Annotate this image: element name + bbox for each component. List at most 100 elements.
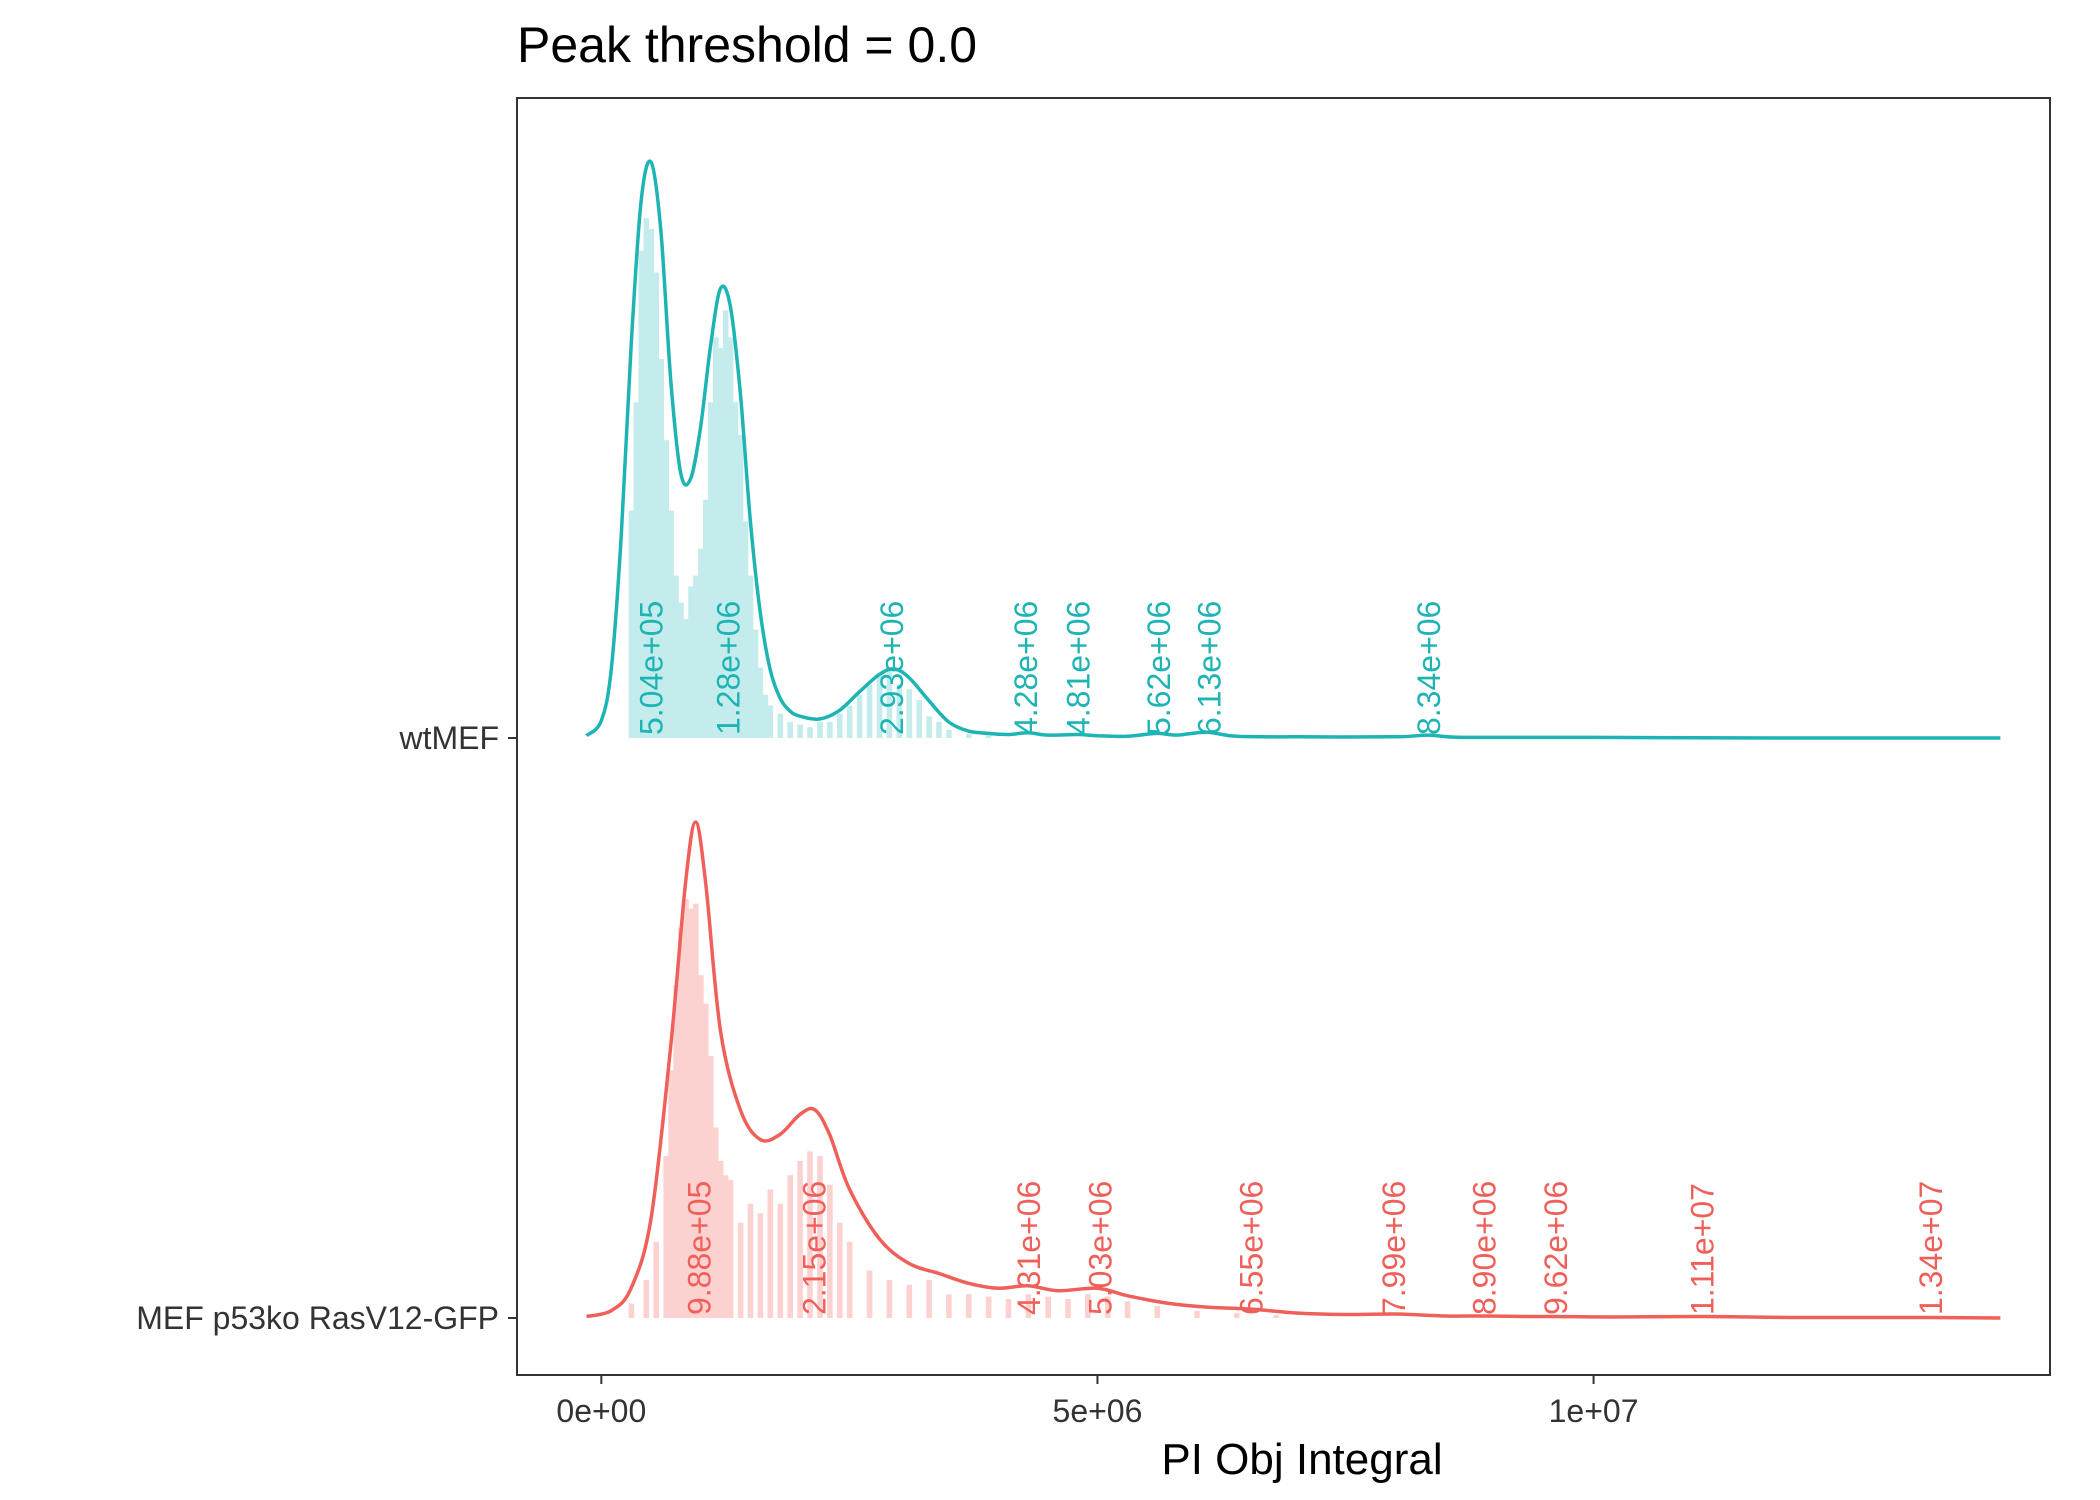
histogram-bar-mef-p53ko-rasv12-gfp bbox=[946, 1294, 952, 1318]
peak-label-mef-p53ko-rasv12-gfp: 9.62e+06 bbox=[1538, 1181, 1574, 1315]
peak-label-wtmef: 8.34e+06 bbox=[1411, 601, 1447, 735]
peak-label-mef-p53ko-rasv12-gfp: 1.34e+07 bbox=[1913, 1181, 1949, 1315]
histogram-bar-mef-p53ko-rasv12-gfp bbox=[1273, 1315, 1280, 1318]
histogram-bar-mef-p53ko-rasv12-gfp bbox=[966, 1294, 972, 1318]
histogram-bar-mef-p53ko-rasv12-gfp bbox=[653, 1241, 659, 1318]
histogram-bar-wtmef bbox=[896, 683, 903, 738]
peak-label-mef-p53ko-rasv12-gfp: 6.55e+06 bbox=[1233, 1181, 1269, 1315]
histogram-bar-mef-p53ko-rasv12-gfp bbox=[678, 927, 684, 1318]
y-tick-label: MEF p53ko RasV12-GFP bbox=[136, 1300, 499, 1336]
chart-title: Peak threshold = 0.0 bbox=[517, 17, 977, 73]
histogram-bar-wtmef bbox=[633, 402, 640, 738]
histogram-bar-mef-p53ko-rasv12-gfp bbox=[722, 1175, 729, 1318]
histogram-bar-mef-p53ko-rasv12-gfp bbox=[673, 984, 679, 1318]
peak-label-mef-p53ko-rasv12-gfp: 1.11e+07 bbox=[1685, 1183, 1721, 1315]
histogram-bar-mef-p53ko-rasv12-gfp bbox=[643, 1279, 650, 1318]
peak-label-wtmef: 6.13e+06 bbox=[1192, 601, 1228, 735]
histogram-bar-wtmef bbox=[708, 402, 714, 738]
histogram-bar-wtmef bbox=[727, 337, 734, 738]
peak-label-mef-p53ko-rasv12-gfp: 8.90e+06 bbox=[1466, 1181, 1502, 1315]
histogram-bar-mef-p53ko-rasv12-gfp bbox=[797, 1160, 803, 1318]
histogram-bar-mef-p53ko-rasv12-gfp bbox=[1124, 1301, 1131, 1318]
histogram-bar-mef-p53ko-rasv12-gfp bbox=[688, 908, 694, 1318]
histogram-bar-wtmef bbox=[737, 434, 744, 738]
histogram-bar-mef-p53ko-rasv12-gfp bbox=[1233, 1313, 1240, 1318]
histogram-bar-mef-p53ko-rasv12-gfp bbox=[985, 1296, 992, 1318]
density-line-wtmef bbox=[585, 159, 2001, 740]
histogram-bar-mef-p53ko-rasv12-gfp bbox=[906, 1284, 913, 1318]
histogram-bar-wtmef bbox=[985, 735, 992, 738]
peak-label-mef-p53ko-rasv12-gfp: 5.03e+06 bbox=[1082, 1181, 1118, 1315]
histogram-bar-wtmef bbox=[846, 705, 853, 738]
histogram-bar-mef-p53ko-rasv12-gfp bbox=[1194, 1310, 1200, 1318]
histogram-bar-wtmef bbox=[856, 694, 863, 738]
histogram-bar-wtmef bbox=[817, 721, 823, 738]
histogram-bar-mef-p53ko-rasv12-gfp bbox=[926, 1279, 932, 1318]
histogram-bar-mef-p53ko-rasv12-gfp bbox=[693, 903, 699, 1318]
histogram-bar-mef-p53ko-rasv12-gfp bbox=[827, 1184, 833, 1318]
x-axis-title: PI Obj Integral bbox=[1161, 1435, 1442, 1484]
peak-label-wtmef: 1.28e+06 bbox=[710, 601, 746, 735]
histogram-bar-mef-p53ko-rasv12-gfp bbox=[737, 1222, 744, 1318]
histogram-bar-wtmef bbox=[698, 548, 704, 738]
histogram-bar-wtmef bbox=[713, 337, 719, 738]
histogram-bar-mef-p53ko-rasv12-gfp bbox=[817, 1156, 823, 1318]
histogram-bar-wtmef bbox=[926, 716, 932, 738]
histogram-bar-mef-p53ko-rasv12-gfp bbox=[837, 1222, 843, 1318]
histogram-layer bbox=[628, 218, 1280, 1318]
histogram-bar-mef-p53ko-rasv12-gfp bbox=[1025, 1294, 1032, 1318]
histogram-bar-wtmef bbox=[742, 521, 749, 738]
histogram-bar-wtmef bbox=[648, 229, 655, 738]
peak-label-mef-p53ko-rasv12-gfp: 2.15e+06 bbox=[797, 1181, 833, 1315]
histogram-bar-wtmef bbox=[693, 575, 699, 738]
histogram-bar-wtmef bbox=[966, 733, 972, 738]
histogram-bar-mef-p53ko-rasv12-gfp bbox=[1104, 1296, 1111, 1318]
histogram-bar-wtmef bbox=[936, 721, 942, 738]
histogram-bar-mef-p53ko-rasv12-gfp bbox=[727, 1179, 734, 1318]
histogram-bar-wtmef bbox=[747, 575, 754, 738]
histogram-bar-wtmef bbox=[866, 683, 873, 738]
x-axis: 0e+00 5e+06 1e+07 bbox=[556, 1375, 1639, 1429]
histogram-bar-mef-p53ko-rasv12-gfp bbox=[777, 1203, 784, 1318]
histogram-bar-wtmef bbox=[886, 667, 893, 738]
histogram-bar-wtmef bbox=[946, 729, 952, 738]
histogram-bar-wtmef bbox=[777, 713, 784, 738]
peak-label-wtmef: 4.28e+06 bbox=[1008, 601, 1044, 735]
histogram-bar-mef-p53ko-rasv12-gfp bbox=[713, 1127, 719, 1318]
peak-label-wtmef: 4.81e+06 bbox=[1061, 601, 1097, 735]
histogram-bar-mef-p53ko-rasv12-gfp bbox=[628, 1303, 635, 1318]
histogram-bar-wtmef bbox=[638, 250, 645, 738]
histogram-bar-wtmef bbox=[668, 510, 674, 738]
histogram-bar-mef-p53ko-rasv12-gfp bbox=[886, 1279, 893, 1318]
x-tick-label: 0e+00 bbox=[556, 1393, 646, 1429]
histogram-bar-wtmef bbox=[703, 499, 709, 738]
histogram-bar-wtmef bbox=[643, 218, 650, 738]
histogram-bar-mef-p53ko-rasv12-gfp bbox=[683, 899, 689, 1318]
peak-label-wtmef: 5.62e+06 bbox=[1141, 601, 1177, 735]
density-layer bbox=[585, 159, 2001, 1320]
histogram-bar-mef-p53ko-rasv12-gfp bbox=[703, 1003, 709, 1318]
histogram-bar-mef-p53ko-rasv12-gfp bbox=[708, 1056, 714, 1318]
histogram-bar-mef-p53ko-rasv12-gfp bbox=[747, 1203, 754, 1318]
histogram-bar-wtmef bbox=[916, 700, 922, 738]
histogram-bar-wtmef bbox=[807, 727, 813, 738]
peak-label-wtmef: 5.04e+05 bbox=[633, 601, 669, 735]
histogram-bar-wtmef bbox=[628, 510, 635, 738]
histogram-bar-mef-p53ko-rasv12-gfp bbox=[698, 975, 704, 1318]
histogram-bar-mef-p53ko-rasv12-gfp bbox=[846, 1241, 853, 1318]
x-tick-label: 1e+07 bbox=[1549, 1393, 1639, 1429]
peak-label-mef-p53ko-rasv12-gfp: 7.99e+06 bbox=[1376, 1181, 1412, 1315]
histogram-bar-wtmef bbox=[658, 359, 664, 738]
histogram-bar-mef-p53ko-rasv12-gfp bbox=[1154, 1306, 1161, 1318]
histogram-bar-wtmef bbox=[797, 724, 803, 738]
histogram-bar-wtmef bbox=[683, 618, 689, 738]
histogram-bar-wtmef bbox=[906, 689, 913, 738]
histogram-bar-mef-p53ko-rasv12-gfp bbox=[787, 1175, 793, 1318]
y-tick-label: wtMEF bbox=[398, 720, 499, 756]
histogram-bar-wtmef bbox=[663, 440, 669, 738]
histogram-bar-mef-p53ko-rasv12-gfp bbox=[757, 1213, 764, 1318]
histogram-bar-wtmef bbox=[752, 629, 759, 738]
peak-label-wtmef: 2.93e+06 bbox=[874, 601, 910, 735]
histogram-bar-wtmef bbox=[757, 667, 764, 738]
